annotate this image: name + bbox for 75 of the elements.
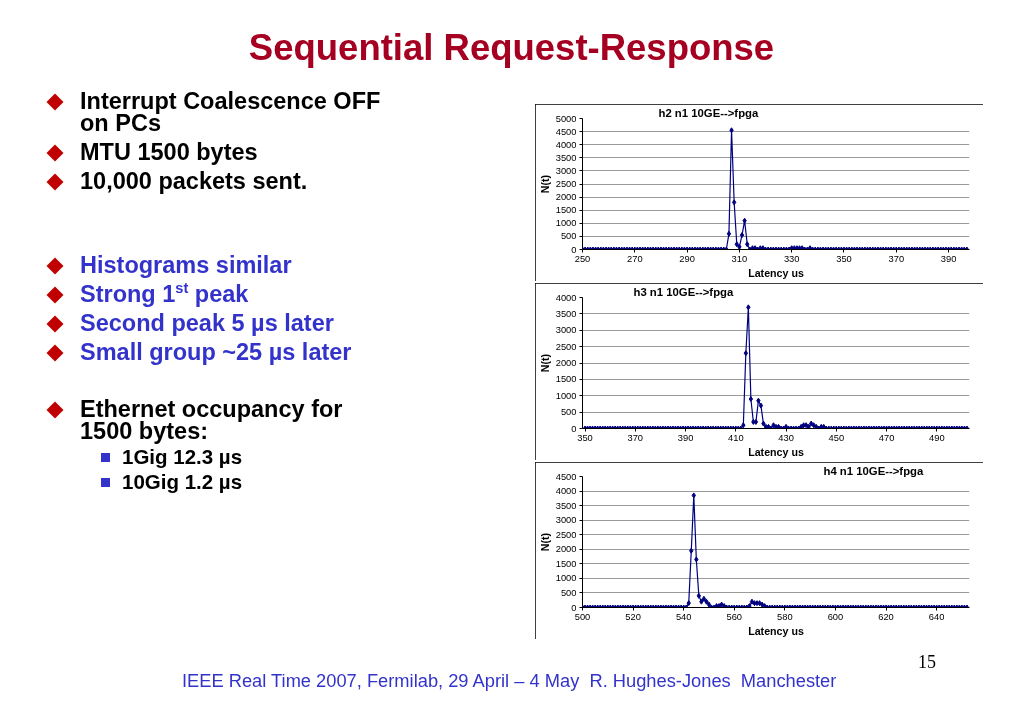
text: Ethernet occupancy for 1500 bytes: [80,396,344,444]
y-tick-label: 0 [571,602,577,613]
x-tick-label: 390 [677,432,694,443]
y-axis-title: N(t) [538,174,551,194]
x-tick-label: 470 [878,432,895,443]
y-tick-label: 4000 [555,292,577,303]
y-axis-title: N(t) [538,532,551,552]
x-axis-title: Latency us [748,624,804,637]
y-tick-label: 1000 [555,573,577,584]
x-tick-label: 560 [726,611,743,622]
x-tick-label: 640 [928,611,945,622]
y-tick-label: 2500 [555,529,577,540]
x-tick-label: 620 [878,611,894,622]
x-tick-label: 520 [625,611,641,622]
x-axis-title: Latency us [748,445,804,458]
y-tick-label: 3000 [555,165,577,176]
y-tick-label: 3000 [555,515,577,526]
x-tick-label: 370 [627,432,644,443]
x-tick-label: 580 [777,611,793,622]
y-tick-label: 2500 [555,341,577,352]
text: 1Gig 12.3 µs [122,445,243,468]
y-tick-label: 1500 [555,558,577,569]
x-tick-label: 250 [574,253,591,264]
y-tick-label: 1000 [555,218,577,229]
y-tick-label: 2000 [555,544,577,555]
y-tick-label: 500 [560,587,577,598]
y-tick-label: 5000 [555,113,577,124]
text: 10Gig 1.2 µs [122,470,243,493]
chart-title: h4 n1 10GE-->fpga [823,464,924,477]
y-tick-label: 3500 [555,308,577,319]
x-tick-label: 390 [940,253,957,264]
chart-title: h3 n1 10GE-->fpga [633,285,734,298]
y-tick-label: 2000 [555,192,577,203]
y-tick-label: 4500 [555,126,577,137]
chart-title: h2 n1 10GE-->fpga [658,106,759,119]
text: Small group ~25 µs later [80,339,352,365]
text: 10,000 packets sent. [80,168,308,194]
y-tick-label: 4000 [555,486,577,497]
y-tick-label: 3000 [555,325,577,336]
x-tick-label: 330 [783,253,800,264]
y-tick-label: 2500 [555,179,577,189]
y-tick-label: 1500 [555,374,577,385]
y-axis-title: N(t) [538,353,551,373]
x-tick-label: 310 [731,253,748,264]
x-tick-label: 540 [675,611,692,622]
y-tick-label: 0 [571,423,577,434]
text: Strong 1$^{st}$ peak [80,280,249,307]
x-tick-label: 350 [577,432,593,443]
y-tick-label: 3500 [555,500,577,511]
text: 15 [917,651,936,672]
x-tick-label: 490 [929,432,945,443]
x-tick-label: 430 [778,432,794,443]
text: Interrupt Coalescence OFF on PCs [80,88,382,136]
x-tick-label: 600 [827,611,844,622]
x-tick-label: 290 [679,253,695,264]
x-tick-label: 370 [888,253,905,264]
x-tick-label: 450 [828,432,845,443]
x-tick-label: 270 [627,253,643,264]
y-tick-label: 4500 [555,471,577,482]
y-tick-label: 500 [560,231,577,242]
text: Second peak 5 µs later [80,310,334,336]
y-tick-label: 1500 [555,205,577,216]
y-tick-label: 2000 [555,358,577,368]
text: Histograms similar [80,252,292,278]
text: MTU 1500 bytes [80,139,258,165]
text: IEEE Real Time 2007, Fermilab, 29 April – 4 May R. Hughes-Jones Manchester [181,669,837,692]
y-tick-label: 3500 [555,152,577,163]
y-tick-label: 0 [571,244,577,255]
y-tick-label: 1000 [555,390,577,401]
x-tick-label: 410 [728,432,744,443]
x-axis-title: Latency us [748,266,804,279]
y-tick-label: 500 [560,407,577,418]
x-tick-label: 350 [836,253,852,264]
text: Sequential Request-Response [247,26,776,68]
y-tick-label: 4000 [555,139,577,150]
